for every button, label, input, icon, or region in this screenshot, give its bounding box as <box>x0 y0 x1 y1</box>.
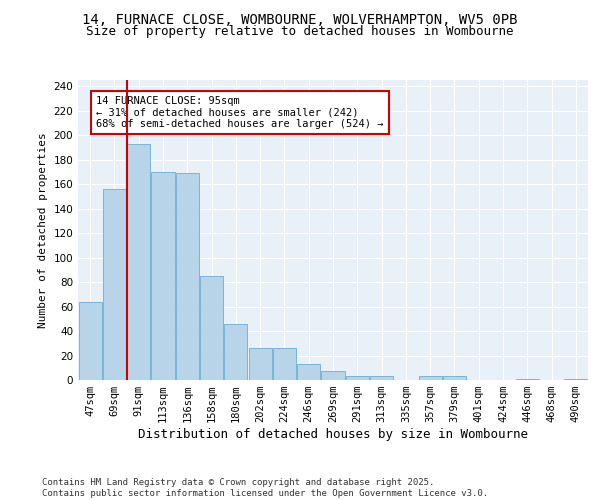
Bar <box>516 379 539 380</box>
Bar <box>103 189 126 380</box>
Bar <box>346 376 369 380</box>
Bar <box>565 379 587 380</box>
Bar <box>297 364 320 380</box>
Text: 14 FURNACE CLOSE: 95sqm
← 31% of detached houses are smaller (242)
68% of semi-d: 14 FURNACE CLOSE: 95sqm ← 31% of detache… <box>96 96 384 129</box>
Bar <box>127 144 150 380</box>
Bar <box>151 172 175 380</box>
Bar <box>79 302 101 380</box>
Text: Contains HM Land Registry data © Crown copyright and database right 2025.
Contai: Contains HM Land Registry data © Crown c… <box>42 478 488 498</box>
Bar <box>322 372 344 380</box>
Bar <box>443 376 466 380</box>
Bar <box>370 376 393 380</box>
Y-axis label: Number of detached properties: Number of detached properties <box>38 132 48 328</box>
X-axis label: Distribution of detached houses by size in Wombourne: Distribution of detached houses by size … <box>138 428 528 441</box>
Bar <box>176 173 199 380</box>
Bar <box>224 324 247 380</box>
Bar <box>200 276 223 380</box>
Text: 14, FURNACE CLOSE, WOMBOURNE, WOLVERHAMPTON, WV5 0PB: 14, FURNACE CLOSE, WOMBOURNE, WOLVERHAMP… <box>82 12 518 26</box>
Bar <box>248 348 272 380</box>
Bar <box>419 376 442 380</box>
Bar <box>273 348 296 380</box>
Text: Size of property relative to detached houses in Wombourne: Size of property relative to detached ho… <box>86 25 514 38</box>
